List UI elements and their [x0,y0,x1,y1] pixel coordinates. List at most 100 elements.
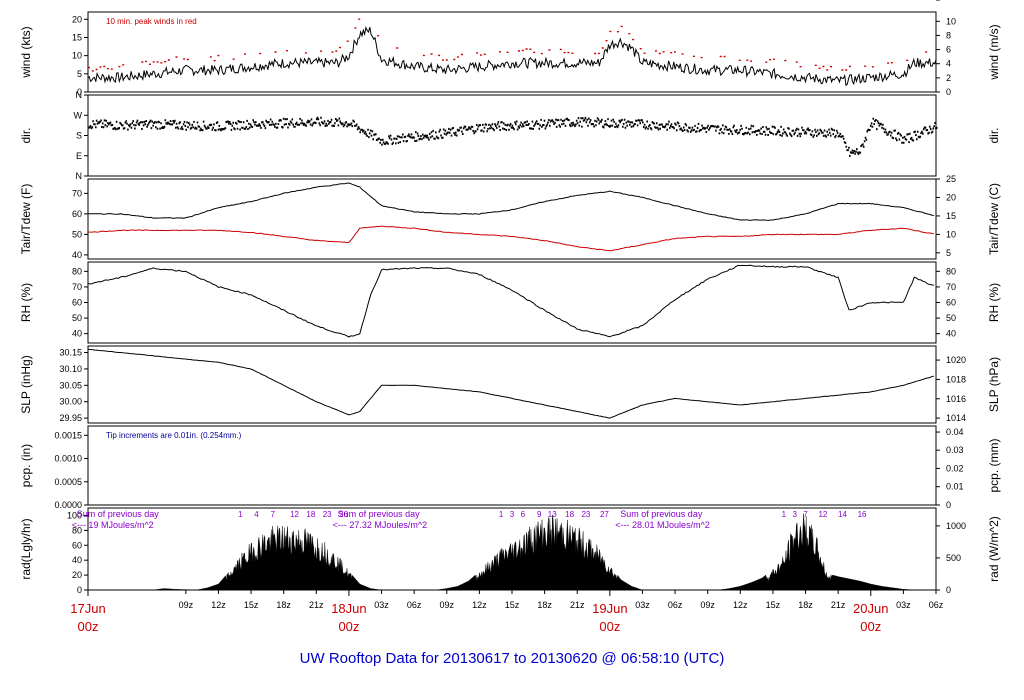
left-tick-label: 50 [72,313,82,323]
left-tick-label: 30.10 [59,364,82,374]
date-label-time: 00z [78,619,99,634]
left-tick-label: 80 [72,266,82,276]
hourly-sum-label: 4 [254,510,259,519]
date-label-day: 17Jun [70,601,105,616]
x-tick-label: 18z [276,600,291,610]
x-tick-label: 18z [537,600,552,610]
left-tick-label: N [76,90,83,100]
x-tick-label: 09z [440,600,455,610]
right-tick-label: 70 [946,282,956,292]
left-tick-label: 100 [67,510,82,520]
series-tdew [88,225,934,252]
left-tick-label: 40 [72,250,82,260]
x-tick-label: 21z [831,600,846,610]
series-tair [87,182,934,221]
right-tick-label: 0 [946,585,951,595]
left-tick-label: 40 [72,329,82,339]
hourly-sum-label: 3 [510,510,515,519]
right-tick-label: 1014 [946,413,966,423]
left-tick-label: 0 [77,585,82,595]
panel-note: Tip increments are 0.01in. (0.254mm.) [106,431,242,440]
left-tick-label: 0.0005 [54,477,82,487]
daily-sum-heading: Sum of previous day [620,509,703,519]
right-tick-label: 0.02 [946,463,964,473]
left-tick-label: 60 [72,298,82,308]
left-tick-label: 80 [72,525,82,535]
chart-title: UW Rooftop Data for 20130617 to 20130620… [299,650,725,667]
hourly-sum-label: 16 [858,510,867,519]
panel-pcp: 0.0000 0.0005 0.0010 0.0015 0 0.01 0.02 0.03 0.0… [19,425,1001,510]
daily-sum-heading: Sum of previous day [338,509,421,519]
hourly-sum-label: 1 [499,510,504,519]
left-tick-label: 0.0015 [54,430,82,440]
panel-temp: 40 50 60 70 5 10 15 20 25 Tair/Tdew (F) Tair/Tdew … [19,174,1001,260]
left-tick-label: 70 [72,188,82,198]
x-tick-label: 03z [635,600,650,610]
left-tick-label: 50 [72,229,82,239]
hourly-sum-label: 23 [323,510,332,519]
date-label-time: 00z [599,619,620,634]
x-tick-label: 09z [179,600,194,610]
x-tick-label: 09z [700,600,715,610]
left-tick-label: 30.00 [59,397,82,407]
right-tick-label: N [946,0,953,2]
right-tick-label: 0 [946,500,951,510]
y-label-right: RH (%) [987,283,1001,322]
hourly-sum-label: 9 [537,510,542,519]
hourly-sum-label: 1 [238,510,243,519]
x-tick-label: 15z [505,600,520,610]
left-tick-label: 20 [72,14,82,24]
y-label-left: wind (kts) [19,26,33,78]
left-tick-label: 0.0010 [54,454,82,464]
left-tick-label: W [74,110,83,120]
right-tick-label: 1020 [946,355,966,365]
date-label-day: 19Jun [592,601,627,616]
left-tick-label: 0 [77,87,82,97]
right-tick-label: 80 [946,266,956,276]
daily-sum-value: <--- 19 MJoules/m^2 [72,520,154,530]
left-tick-label: 5 [77,69,82,79]
panel-frame [87,11,937,93]
right-tick-label: 0 [946,87,951,97]
right-tick-label: 10 [946,16,956,26]
date-label-day: 20Jun [853,601,888,616]
right-tick-label: 20 [946,192,956,202]
y-label-right: pcp. (mm) [987,438,1001,492]
x-tick-label: 12z [211,600,226,610]
date-label-time: 00z [338,619,359,634]
x-tick-label: 18z [798,600,813,610]
x-tick-label: 03z [374,600,389,610]
right-tick-label: N [946,0,953,2]
left-tick-label: 30.15 [59,348,82,358]
y-label-left: rad(Lgly/hr) [19,518,33,579]
right-tick-label: 500 [946,553,961,563]
x-tick-label: 06z [407,600,422,610]
y-label-left: dir. [19,127,33,143]
panel-wind: 0 5 10 15 20 0 2 4 6 8 10 wind (kts) wind (m/s) 10 mi… [19,11,1001,97]
x-tick-label: 03z [896,600,911,610]
left-tick-label: 60 [72,540,82,550]
x-tick-label: 12z [472,600,487,610]
y-label-left: SLP (inHg) [19,355,33,413]
panel-rh: 40 50 60 70 80 40 50 60 70 80 RH (%) RH (%) [19,261,1001,344]
right-tick-label: 0.04 [946,427,964,437]
left-tick-label: 29.95 [59,413,82,423]
panel-slp: 29.95 30.00 30.05 30.10 30.15 1014 1016 1018 102… [19,345,1001,424]
right-tick-label: 0.01 [946,482,964,492]
x-tick-label: 15z [244,600,259,610]
series-solar-radiation [88,513,936,591]
x-tick-label: 12z [733,600,748,610]
right-tick-label: 40 [946,329,956,339]
right-tick-label: 5 [946,248,951,258]
right-tick-label: 1016 [946,394,966,404]
left-tick-label: 15 [72,32,82,42]
hourly-sum-label: 14 [838,510,847,519]
right-tick-label: 50 [946,313,956,323]
hourly-sum-label: 26 [339,510,348,519]
panel-frame [87,94,937,177]
series-rh [87,264,934,338]
date-label-time: 00z [860,619,881,634]
left-tick-label: 40 [72,555,82,565]
right-tick-label: 6 [946,45,951,55]
